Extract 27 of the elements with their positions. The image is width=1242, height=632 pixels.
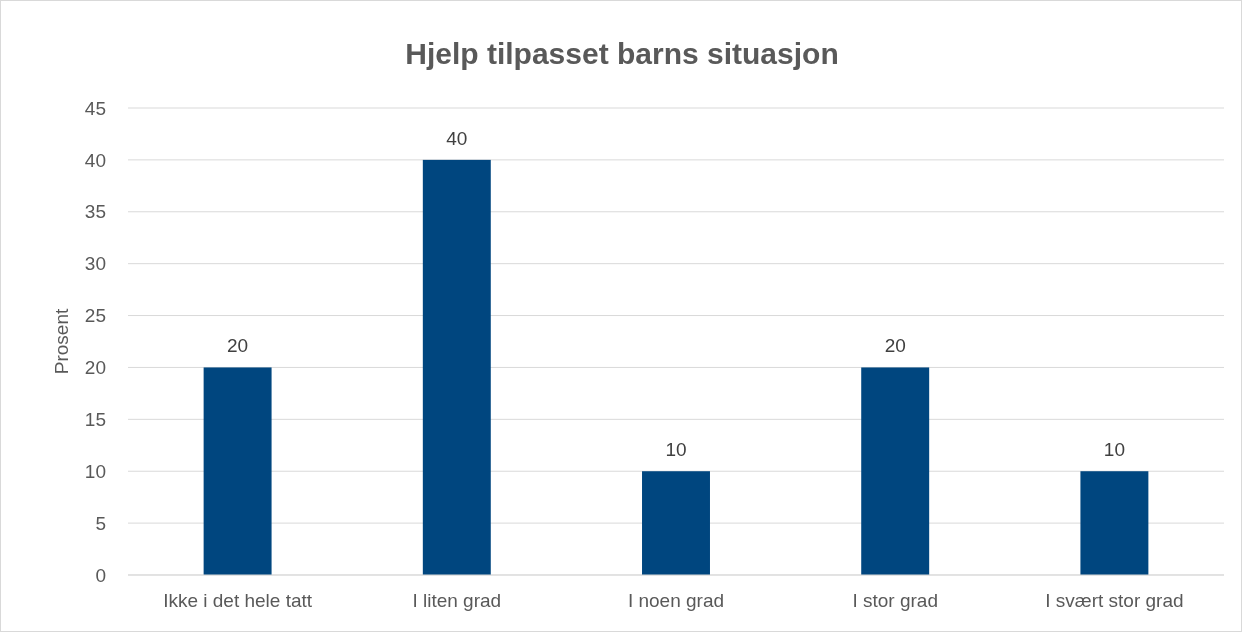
x-tick-label: I stor grad [852,590,938,611]
chart-title: Hjelp tilpasset barns situasjon [405,37,839,70]
y-axis-title: Prosent [51,308,72,375]
data-label: 40 [446,127,468,149]
data-label: 20 [884,335,906,357]
y-tick-label: 40 [84,149,106,171]
data-label: 10 [665,439,687,461]
data-label: 20 [227,335,249,357]
y-tick-label: 30 [84,253,106,275]
y-tick-label: 20 [84,357,106,379]
x-tick-label: I svært stor grad [1045,590,1184,611]
x-tick-label: Ikke i det hele tatt [163,590,313,611]
bar [203,367,272,575]
data-label: 10 [1103,439,1125,461]
y-tick-label: 35 [84,201,106,223]
x-tick-label: I liten grad [412,590,502,611]
y-tick-label: 25 [84,305,106,327]
y-tick-label: 10 [84,460,106,482]
bar [861,367,930,575]
bar [422,159,491,575]
y-tick-label: 0 [95,564,106,586]
bar [1080,471,1149,575]
y-tick-label: 45 [84,97,106,119]
y-tick-label: 15 [84,408,106,430]
bar [642,471,710,575]
y-tick-label: 5 [95,512,106,534]
x-tick-label: I noen grad [627,590,725,611]
